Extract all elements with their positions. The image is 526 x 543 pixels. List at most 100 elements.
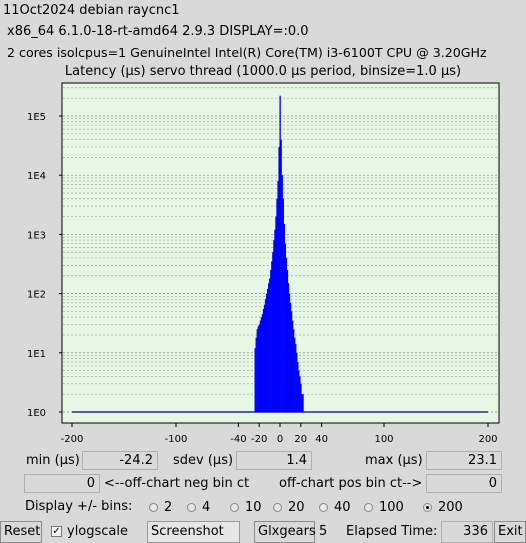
- bins-radio-2[interactable]: 2: [149, 498, 172, 516]
- exit-button[interactable]: Exit: [494, 521, 526, 543]
- y-tick-label-1E1: 1E1: [27, 349, 46, 360]
- sdev-label: sdev (µs): [173, 453, 234, 468]
- histogram-bar: [260, 317, 263, 412]
- histogram-bar: [265, 293, 268, 412]
- y-tick-label-1E0: 1E0: [27, 408, 46, 419]
- min-label: min (µs): [26, 453, 80, 468]
- histogram-bar: [281, 175, 283, 412]
- histogram-bar: [272, 252, 274, 412]
- bins-radio-4[interactable]: 4: [187, 498, 210, 516]
- histogram-bar: [291, 320, 294, 412]
- radio-label: 40: [334, 499, 351, 515]
- histogram-bar: [290, 311, 293, 412]
- histogram-bar: [283, 223, 285, 412]
- histogram-bar: [286, 270, 289, 412]
- histogram-bar: [299, 376, 301, 412]
- elapsed-time-label: Elapsed Time:: [346, 524, 438, 539]
- radio-indicator: [149, 502, 158, 512]
- x-tick-label--20: -20: [251, 434, 267, 445]
- glxgears-button[interactable]: Glxgears: [254, 521, 316, 543]
- bins-radio-10[interactable]: 10: [230, 498, 262, 516]
- histogram-bar: [276, 198, 278, 412]
- histogram-bar: [275, 216, 277, 412]
- reset-button[interactable]: Reset: [0, 521, 42, 543]
- histogram-bar: [294, 337, 296, 412]
- radio-indicator: [273, 502, 282, 512]
- bins-radio-20[interactable]: 20: [273, 498, 305, 516]
- histogram-bar: [289, 302, 292, 412]
- y-tick-label-1E5: 1E5: [27, 112, 46, 123]
- radio-label: 20: [288, 499, 305, 515]
- histogram-bar: [288, 293, 291, 412]
- histogram-bar: [270, 270, 272, 412]
- histogram-bar: [298, 370, 300, 412]
- off-chart-pos-value: 0: [426, 474, 502, 493]
- sdev-value: 1.4: [236, 451, 312, 470]
- histogram-bar: [262, 308, 265, 412]
- histogram-bar: [261, 314, 264, 412]
- header-cpu-info: 2 cores isolcpus=1 GenuineIntel Intel(R)…: [7, 45, 487, 60]
- off-chart-pos-label: off-chart pos bin ct-->: [279, 476, 423, 491]
- histogram-bar: [273, 240, 275, 412]
- histogram-bar: [277, 180, 279, 412]
- header-kernel-info: x86_64 6.1.0-18-rt-amd64 2.9.3 DISPLAY=:…: [7, 24, 309, 39]
- off-chart-neg-value: 0: [24, 474, 100, 493]
- x-tick-label-20: 20: [294, 434, 307, 445]
- radio-indicator: [319, 502, 328, 512]
- histogram-bar: [263, 304, 266, 412]
- histogram-bar: [287, 283, 290, 412]
- radio-indicator: [423, 502, 432, 512]
- histogram-bar: [297, 361, 299, 412]
- bins-selector-label: Display +/- bins:: [25, 499, 133, 514]
- radio-label: 200: [438, 499, 463, 515]
- histogram-bar: [295, 344, 297, 412]
- histogram-bar: [301, 394, 303, 412]
- x-tick-label--200: -200: [61, 434, 84, 445]
- x-tick-label-200: 200: [478, 434, 497, 445]
- histogram-bar: [293, 329, 295, 412]
- chart-title: Latency (µs) servo thread (1000.0 µs per…: [64, 64, 462, 79]
- histogram-bar: [278, 146, 280, 413]
- radio-label: 4: [202, 499, 211, 515]
- histogram-bar: [285, 257, 288, 412]
- histogram-bar: [279, 95, 281, 412]
- radio-indicator: [187, 502, 196, 512]
- histogram-bar: [259, 320, 262, 412]
- bins-radio-200[interactable]: 200: [423, 498, 463, 516]
- histogram-bar: [267, 288, 269, 412]
- histogram-bar: [264, 299, 267, 412]
- min-value: -24.2: [82, 451, 158, 470]
- histogram-bar: [284, 243, 287, 412]
- bins-radio-40[interactable]: 40: [319, 498, 351, 516]
- histogram-bar: [280, 139, 282, 412]
- screenshot-button[interactable]: Screenshot: [147, 521, 240, 543]
- y-tick-label-1E4: 1E4: [27, 171, 46, 182]
- x-tick-label--100: -100: [165, 434, 188, 445]
- header-date-host: 11Oct2024 debian raycnc1: [3, 3, 180, 18]
- ylogscale-checkbox[interactable]: ✓: [51, 526, 62, 537]
- histogram-bar: [302, 394, 304, 412]
- max-value: 23.1: [426, 451, 502, 470]
- histogram-bar: [258, 324, 261, 412]
- glxgears-count: 5: [319, 524, 328, 539]
- histogram-bar: [268, 283, 270, 412]
- x-tick-label--40: -40: [230, 434, 246, 445]
- x-tick-label-40: 40: [315, 434, 328, 445]
- histogram-bar: [274, 229, 276, 412]
- radio-label: 100: [379, 499, 404, 515]
- bins-radio-100[interactable]: 100: [364, 498, 404, 516]
- ylogscale-label: ylogscale: [67, 524, 129, 539]
- histogram-bar: [296, 352, 298, 412]
- y-tick-label-1E3: 1E3: [27, 230, 46, 241]
- histogram-bar: [282, 198, 284, 412]
- max-label: max (µs): [365, 453, 423, 468]
- y-tick-label-1E2: 1E2: [27, 290, 46, 301]
- histogram-bar: [254, 348, 256, 412]
- elapsed-time-value: 336: [441, 521, 493, 543]
- histogram-bar: [256, 329, 258, 412]
- radio-indicator: [364, 502, 373, 512]
- histogram-bar: [257, 326, 259, 412]
- off-chart-neg-label: <--off-chart neg bin ct: [104, 476, 250, 491]
- histogram-bar: [300, 383, 302, 412]
